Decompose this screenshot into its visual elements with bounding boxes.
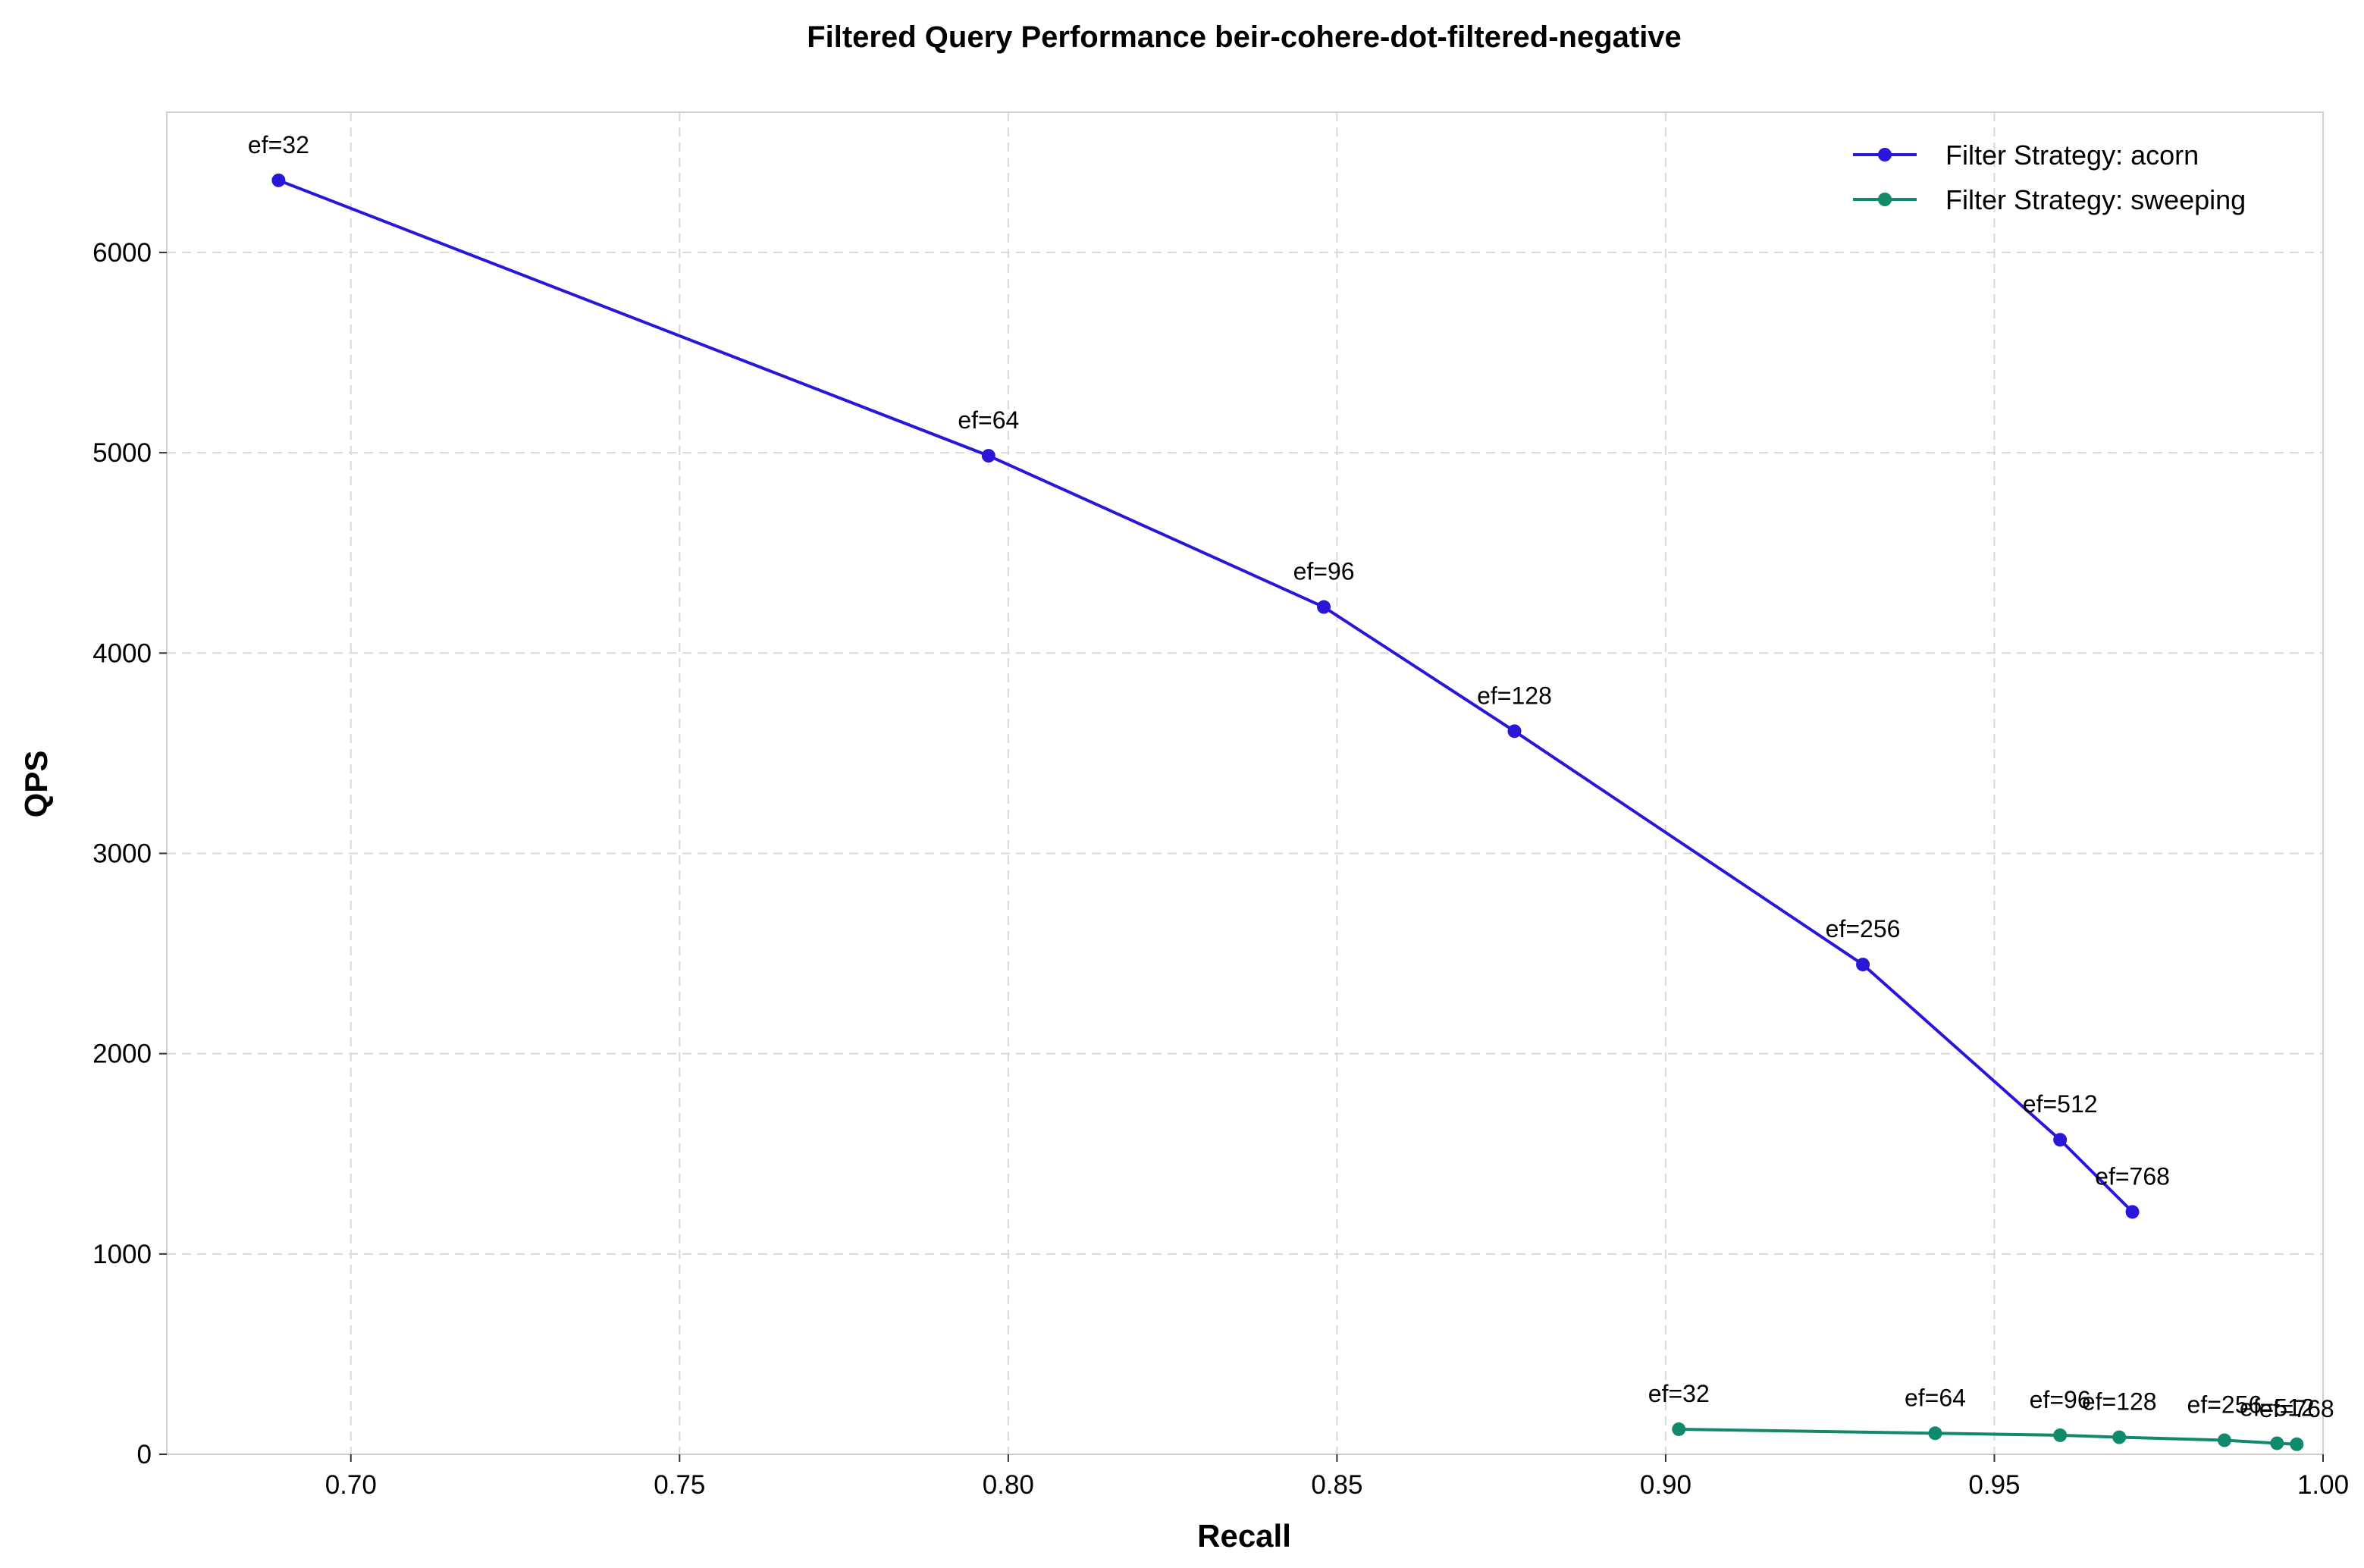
axis-ticks: 0.70 0.75 0.80 0.85 0.90 0.95 1.00 0 1000 2000 300…	[92, 238, 2349, 1500]
point-label: ef=512	[2023, 1090, 2098, 1118]
x-tick-label: 1.00	[2297, 1470, 2349, 1500]
y-tick-label: 5000	[92, 438, 152, 468]
x-tick-label: 0.90	[1640, 1470, 1691, 1500]
x-tick-label: 0.75	[654, 1470, 705, 1500]
legend-label: Filter Strategy: acorn	[1945, 140, 2199, 171]
chart-title: Filtered Query Performance beir-cohere-d…	[807, 20, 1682, 54]
legend-marker	[1878, 148, 1892, 162]
y-tick-label: 1000	[92, 1240, 152, 1269]
data-point	[1507, 724, 1522, 739]
x-axis-label: Recall	[1197, 1518, 1291, 1554]
point-label: ef=128	[1477, 682, 1552, 709]
x-tick-label: 0.95	[1968, 1470, 2020, 1500]
point-label: ef=512	[2240, 1394, 2315, 1421]
data-point	[2125, 1205, 2140, 1219]
point-label: ef=96	[2030, 1386, 2091, 1413]
data-point	[2053, 1133, 2068, 1147]
point-label: ef=96	[1293, 558, 1355, 585]
data-point	[2053, 1428, 2068, 1442]
y-tick-label: 2000	[92, 1040, 152, 1069]
point-label: ef=64	[958, 406, 1019, 434]
legend-marker	[1878, 193, 1892, 206]
point-label: ef=64	[1905, 1384, 1966, 1411]
x-tick-label: 0.80	[983, 1470, 1034, 1500]
x-tick-label: 0.85	[1311, 1470, 1362, 1500]
data-point	[2290, 1437, 2304, 1451]
series-1	[271, 173, 2140, 1219]
y-axis-label: QPS	[18, 751, 54, 818]
data-point	[2112, 1430, 2127, 1444]
data-point	[1856, 958, 1870, 972]
x-tick-label: 0.70	[325, 1470, 377, 1500]
data-point	[1928, 1426, 1942, 1441]
data-point	[2217, 1433, 2231, 1447]
point-label: ef=768	[2095, 1162, 2170, 1190]
series-layer	[271, 173, 2304, 1451]
point-label: ef=32	[248, 131, 309, 158]
data-point	[1672, 1422, 1686, 1436]
point-label: ef=256	[1826, 915, 1901, 942]
data-point	[271, 173, 286, 187]
y-tick-label: 3000	[92, 839, 152, 868]
legend: Filter Strategy: acorn Filter Strategy: s…	[1853, 140, 2246, 215]
y-tick-label: 0	[137, 1440, 152, 1469]
y-tick-label: 6000	[92, 238, 152, 268]
legend-label: Filter Strategy: sweeping	[1945, 184, 2246, 215]
point-label: ef=128	[2082, 1388, 2157, 1416]
data-point	[2270, 1436, 2284, 1450]
y-tick-label: 4000	[92, 638, 152, 668]
plot-area-frame	[166, 111, 2324, 1455]
data-point	[1317, 600, 1331, 614]
data-point	[981, 449, 995, 463]
series-2	[1672, 1422, 2304, 1451]
point-annotations: ef=32ef=64ef=96ef=128ef=256ef=512ef=768e…	[248, 131, 2334, 1422]
point-label: ef=768	[2259, 1395, 2334, 1422]
point-label: ef=256	[2187, 1391, 2262, 1419]
point-label: ef=32	[1648, 1380, 1710, 1407]
